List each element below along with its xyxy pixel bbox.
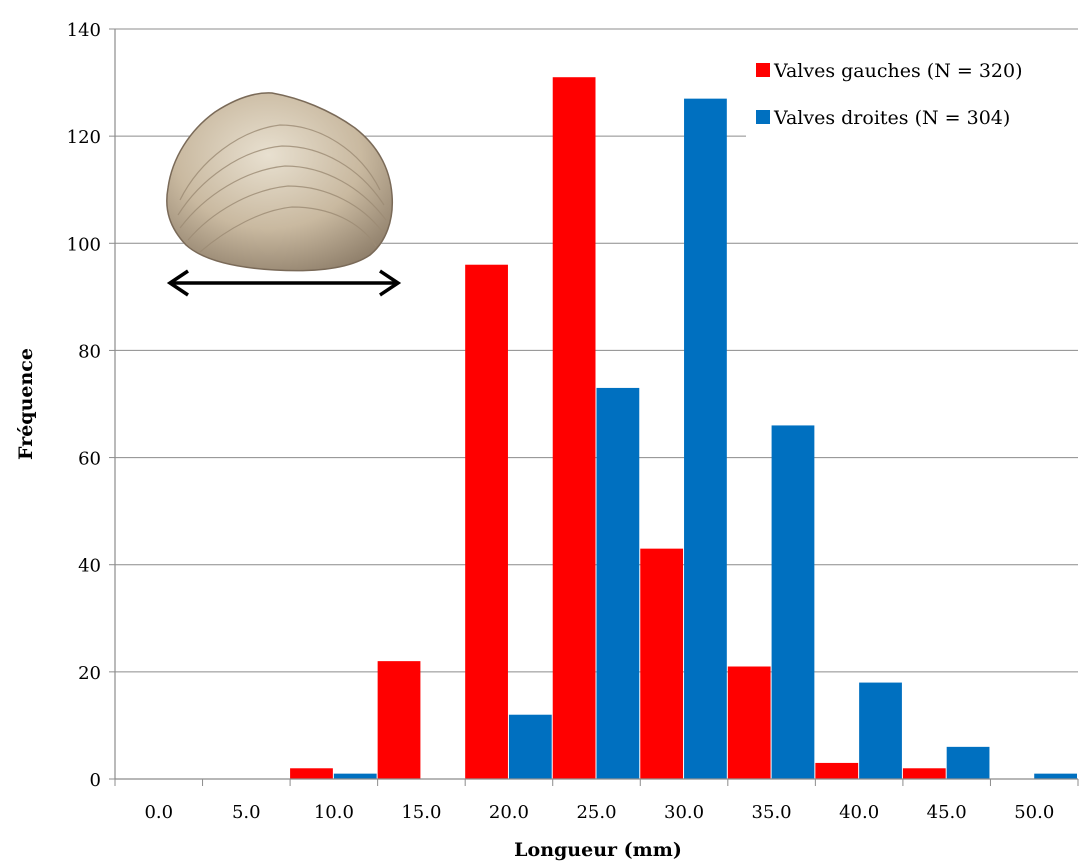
y-tick-label: 20 <box>78 663 101 684</box>
y-tick-label: 140 <box>67 20 101 41</box>
x-tick-label: 10.0 <box>314 802 354 823</box>
x-tick-label: 45.0 <box>927 802 967 823</box>
axes <box>109 28 1079 786</box>
bar-gauches-15.0-20.0 <box>377 661 421 779</box>
bar-droites-20.0-25.0 <box>508 714 552 779</box>
bar-gauches-40.0-45.0 <box>815 762 859 779</box>
bar-gauches-45.0-50.0 <box>902 768 946 779</box>
y-tick-label: 60 <box>78 449 101 470</box>
x-tick-labels: 0.0 5.0 10.0 15.0 20.0 25.0 30.0 35.0 40.0 45.0 50… <box>144 802 1054 823</box>
x-axis-title: Longueur (mm) <box>514 839 682 861</box>
bar-gauches-10.0-15.0 <box>290 768 333 779</box>
x-tick-label: 15.0 <box>401 802 441 823</box>
y-tick-label: 120 <box>67 127 101 148</box>
bars <box>290 77 1077 779</box>
bar-gauches-35.0-40.0 <box>727 666 771 779</box>
double-arrow-icon <box>166 269 402 297</box>
legend-swatch-gauches <box>756 63 770 77</box>
bar-droites-30.0-35.0 <box>684 98 727 779</box>
bar-droites-10.0-15.0 <box>333 773 377 779</box>
clam-shell-icon <box>166 92 394 272</box>
legend-label-gauches: Valves gauches (N = 320) <box>773 60 1023 82</box>
x-tick-label: 0.0 <box>144 802 173 823</box>
y-tick-label: 80 <box>78 341 101 362</box>
bar-droites-40.0-45.0 <box>859 682 902 779</box>
x-tick-label: 25.0 <box>576 802 616 823</box>
y-tick-labels: 0 20 40 60 80 100 120 140 <box>67 20 101 791</box>
bar-gauches-25.0-30.0 <box>552 77 596 779</box>
bar-droites-35.0-40.0 <box>771 425 815 779</box>
bar-droites-45.0-50.0 <box>946 746 990 779</box>
bar-droites-50.0-55.0 <box>1034 773 1077 779</box>
y-tick-label: 0 <box>90 770 101 791</box>
x-tick-label: 30.0 <box>664 802 704 823</box>
y-axis-title: Fréquence <box>15 348 37 460</box>
legend-swatch-droites <box>756 110 770 124</box>
bar-gauches-30.0-35.0 <box>640 548 684 779</box>
x-tick-label: 40.0 <box>839 802 879 823</box>
y-tick-label: 40 <box>78 556 101 577</box>
x-tick-label: 5.0 <box>232 802 261 823</box>
legend: Valves gauches (N = 320) Valves droites … <box>746 52 1082 156</box>
x-tick-label: 50.0 <box>1014 802 1054 823</box>
x-tick-label: 35.0 <box>752 802 792 823</box>
bar-gauches-20.0-25.0 <box>465 264 508 779</box>
y-tick-label: 100 <box>67 234 101 255</box>
x-tick-label: 20.0 <box>489 802 529 823</box>
legend-label-droites: Valves droites (N = 304) <box>773 107 1010 129</box>
bar-droites-25.0-30.0 <box>596 387 640 779</box>
